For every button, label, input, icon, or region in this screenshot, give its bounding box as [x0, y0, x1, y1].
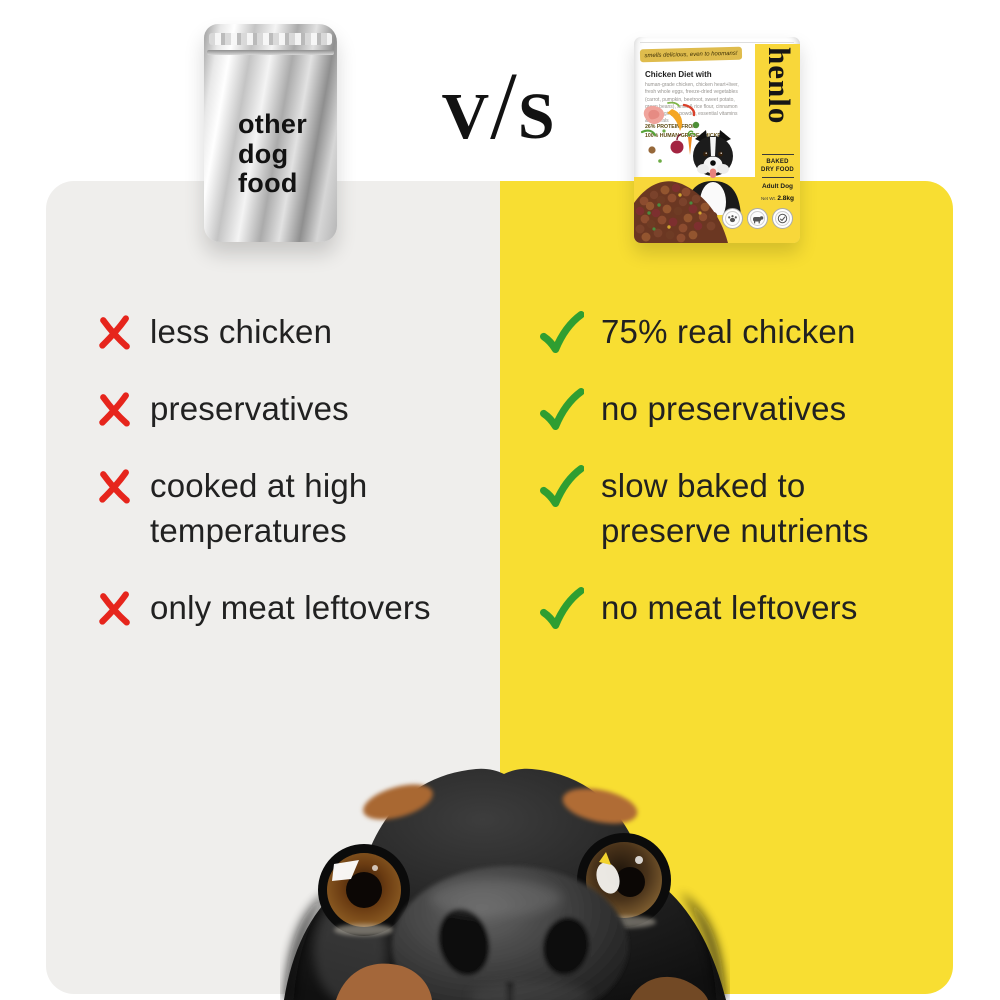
henlo-protein-claims: 26% PROTEIN FROM 100% HUMAN-GRADE CHICKE…	[645, 123, 725, 141]
henlo-package-seal	[640, 42, 794, 43]
versus-v: V	[441, 79, 490, 153]
henlo-package: smells delicious, even to hoomans! Chick…	[634, 37, 800, 243]
check-icon	[540, 465, 584, 507]
con-item: cooked at high temperatures	[97, 463, 482, 553]
con-text: only meat leftovers	[150, 589, 431, 626]
pro-text: 75% real chicken	[601, 313, 856, 350]
pro-item: slow baked to preserve nutrients	[538, 463, 933, 553]
animal-badge-icon	[747, 208, 768, 229]
pro-text: no meat leftovers	[601, 589, 858, 626]
dog-nose	[392, 866, 628, 1000]
cross-icon	[99, 591, 130, 626]
pro-item: no meat leftovers	[538, 585, 933, 630]
con-item: preservatives	[97, 386, 482, 431]
net-weight: Net Wt. 2.8kg	[755, 195, 800, 202]
pro-item: no preservatives	[538, 386, 933, 431]
con-text: less chicken	[150, 313, 333, 350]
con-text: preservatives	[150, 390, 349, 427]
cons-list: less chicken preservatives cooked at hig…	[97, 309, 482, 630]
check-icon	[540, 311, 584, 353]
check-icon	[540, 388, 584, 430]
dog-left-eye	[318, 844, 410, 936]
baked-dry-food-label: BAKED DRY FOOD	[761, 159, 794, 174]
package-dog-illustration	[685, 130, 741, 215]
henlo-recipe-title: Chicken Diet with	[645, 70, 712, 79]
con-text: cooked at high temperatures	[150, 467, 368, 549]
henlo-side-labels: BAKED DRY FOOD Adult Dog Net Wt. 2.8kg	[755, 151, 800, 202]
check-icon	[540, 587, 584, 629]
net-weight-label: Net Wt.	[761, 196, 777, 202]
net-weight-value: 2.8kg	[777, 195, 794, 203]
con-item: only meat leftovers	[97, 585, 482, 630]
ingredients-illustration	[640, 101, 700, 163]
life-stage-label: Adult Dog	[761, 183, 794, 191]
pro-text: slow baked to preserve nutrients	[601, 467, 869, 549]
henlo-logo: henlo	[762, 47, 797, 125]
badge-row	[722, 208, 793, 229]
henlo-banner: smells delicious, even to hoomans!	[639, 46, 743, 63]
divider	[761, 177, 794, 179]
kibble-illustration	[634, 181, 728, 243]
cross-icon	[99, 392, 130, 427]
protein-claim-line: 100% HUMAN-GRADE CHICKEN	[645, 132, 725, 139]
dog-photo	[284, 768, 726, 1000]
dog-right-eye	[577, 833, 671, 928]
stamp-badge-icon	[772, 208, 793, 229]
pouch-label-line: other	[238, 109, 307, 139]
con-item: less chicken	[97, 309, 482, 354]
protein-claim-line: 26% PROTEIN FROM	[645, 124, 697, 130]
divider	[761, 154, 794, 155]
versus-slash: /	[490, 52, 517, 160]
pouch-label-line: dog	[238, 138, 289, 169]
pro-item: 75% real chicken	[538, 309, 933, 354]
pro-text: no preservatives	[601, 390, 847, 427]
cross-icon	[99, 315, 130, 350]
cross-icon	[99, 469, 130, 504]
versus-label: V / S	[438, 52, 558, 160]
other-dog-food-pouch: other dog food	[204, 24, 337, 242]
pros-list: 75% real chicken no preservatives slow b…	[538, 309, 933, 630]
pouch-label-line: food	[238, 168, 298, 199]
paw-badge-icon	[722, 208, 743, 229]
versus-s: S	[517, 79, 555, 153]
other-pouch-label: other dog food	[238, 109, 307, 199]
